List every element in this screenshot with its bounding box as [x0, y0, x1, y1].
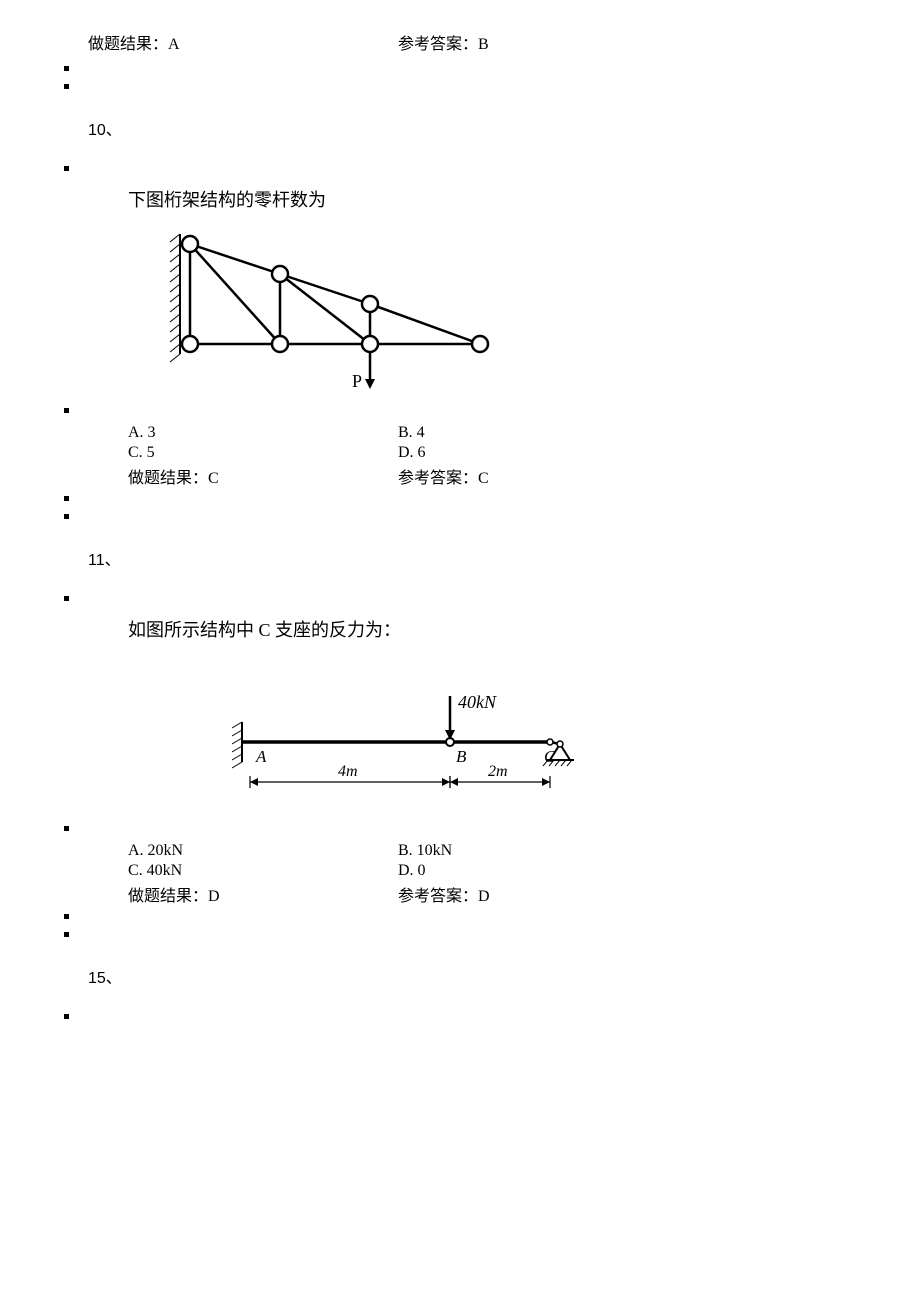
bullet-row	[64, 160, 880, 178]
bullet-icon	[64, 1014, 69, 1019]
top-result-right: 参考答案：B	[398, 30, 880, 54]
q11-prompt: 如图所示结构中 C 支座的反力为：	[128, 616, 880, 642]
q10-opt-d: D. 6	[398, 444, 880, 462]
bullet-row	[64, 926, 880, 944]
bullet-row	[64, 490, 880, 508]
bullet-row	[64, 402, 880, 420]
bullet-icon	[64, 914, 69, 919]
bullet-icon	[64, 166, 69, 171]
bullet-row	[64, 590, 880, 608]
q10-opts-row2: C. 5 D. 6	[128, 444, 880, 462]
page: 做题结果：A 参考答案：B 10、 下图桁架结构的零杆数为 P A. 3 B. …	[0, 0, 920, 1066]
svg-text:C: C	[544, 747, 556, 766]
q15-number: 15、	[88, 964, 880, 988]
bullet-icon	[64, 514, 69, 519]
q10-result-right: 参考答案：C	[398, 464, 880, 488]
q11-opt-c: C. 40kN	[128, 862, 398, 880]
bullet-icon	[64, 408, 69, 413]
q11-result-left: 做题结果：D	[128, 882, 398, 906]
bullet-icon	[64, 66, 69, 71]
q10-ref-value: C	[478, 470, 489, 487]
q10-result-label: 做题结果：	[128, 470, 208, 487]
q10-result-value: C	[208, 470, 219, 487]
bullet-row	[64, 78, 880, 96]
q11-opt-a: A. 20kN	[128, 842, 398, 860]
q11-result-label: 做题结果：	[128, 888, 208, 905]
top-result-value: A	[168, 36, 180, 53]
q10-ref-label: 参考答案：	[398, 470, 478, 487]
bullet-icon	[64, 826, 69, 831]
bullet-icon	[64, 496, 69, 501]
bullet-row	[64, 908, 880, 926]
bullet-row	[64, 508, 880, 526]
q11-number: 11、	[88, 546, 880, 570]
q10-opt-c: C. 5	[128, 444, 398, 462]
top-result-left: 做题结果：A	[88, 30, 398, 54]
q11-diagram: 40kN A B C 4m 2m	[190, 672, 880, 812]
q10-result-row: 做题结果：C 参考答案：C	[128, 464, 880, 488]
q11-opts-row1: A. 20kN B. 10kN	[128, 842, 880, 860]
bullet-row	[64, 60, 880, 78]
q10-diagram: P	[160, 224, 880, 394]
bullet-icon	[64, 596, 69, 601]
q11-opts-row2: C. 40kN D. 0	[128, 862, 880, 880]
q11-ref-label: 参考答案：	[398, 888, 478, 905]
svg-text:2m: 2m	[488, 763, 508, 780]
bullet-row	[64, 820, 880, 838]
q11-result-row: 做题结果：D 参考答案：D	[128, 882, 880, 906]
bullet-icon	[64, 932, 69, 937]
bullet-row	[64, 1008, 880, 1026]
bullet-icon	[64, 84, 69, 89]
q10-opts-row1: A. 3 B. 4	[128, 424, 880, 442]
q11-result-value: D	[208, 888, 220, 905]
svg-text:P: P	[352, 371, 362, 391]
q11-result-right: 参考答案：D	[398, 882, 880, 906]
q11-opt-b: B. 10kN	[398, 842, 880, 860]
svg-text:B: B	[456, 747, 467, 766]
q10-prompt: 下图桁架结构的零杆数为	[128, 186, 880, 212]
top-ref-value: B	[478, 36, 489, 53]
q10-opt-b: B. 4	[398, 424, 880, 442]
q10-opt-a: A. 3	[128, 424, 398, 442]
q10-number: 10、	[88, 116, 880, 140]
q10-result-left: 做题结果：C	[128, 464, 398, 488]
svg-text:A: A	[255, 747, 267, 766]
top-ref-label: 参考答案：	[398, 36, 478, 53]
top-result-label: 做题结果：	[88, 36, 168, 53]
q11-opt-d: D. 0	[398, 862, 880, 880]
top-result-row: 做题结果：A 参考答案：B	[88, 30, 880, 54]
svg-text:40kN: 40kN	[458, 692, 497, 712]
svg-text:4m: 4m	[338, 763, 358, 780]
q11-ref-value: D	[478, 888, 490, 905]
